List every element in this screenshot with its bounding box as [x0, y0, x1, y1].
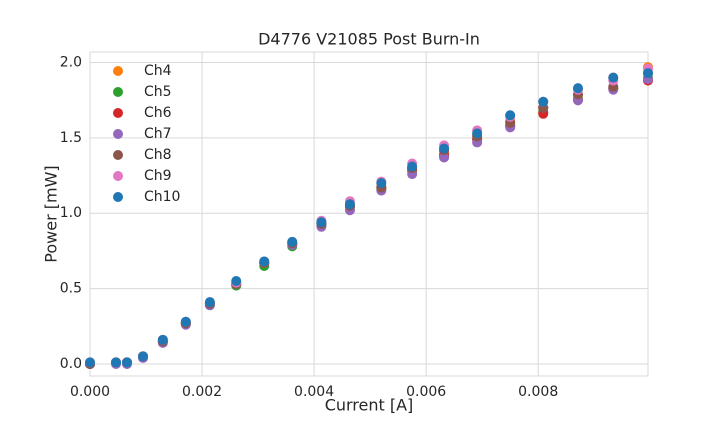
legend-marker [113, 171, 123, 181]
point [231, 276, 242, 287]
y-tick-label: 2.0 [60, 55, 82, 71]
legend-label: Ch10 [144, 189, 180, 205]
y-tick-label: 1.5 [60, 130, 82, 146]
point [110, 357, 121, 368]
y-tick-label: 0.5 [60, 281, 82, 297]
legend-marker [113, 129, 123, 139]
x-tick-label: 0.000 [70, 384, 110, 400]
point [407, 161, 418, 172]
plot-frame [89, 51, 649, 377]
legend-marker [113, 108, 123, 118]
point [608, 72, 619, 83]
x-tick-label: 0.002 [182, 384, 222, 400]
legend-marker [113, 87, 123, 97]
legend-label: Ch8 [144, 147, 172, 163]
point [137, 351, 148, 362]
legend-marker [113, 150, 123, 160]
point [439, 152, 450, 163]
x-axis-label: Current [A] [325, 396, 414, 415]
legend-label: Ch7 [144, 126, 172, 142]
point [259, 256, 270, 267]
y-axis-label: Power [mW] [42, 165, 61, 262]
y-tick-label: 1.0 [60, 205, 82, 221]
point [472, 128, 483, 139]
point [572, 83, 583, 94]
point [121, 357, 132, 368]
point [344, 199, 355, 210]
point [157, 334, 168, 345]
x-tick-label: 0.008 [518, 384, 558, 400]
x-tick-label: 0.004 [294, 384, 334, 400]
point [316, 217, 327, 228]
legend-marker [113, 66, 123, 76]
legend-label: Ch5 [144, 84, 172, 100]
point [85, 357, 95, 368]
legend-marker [113, 192, 123, 202]
point [643, 68, 653, 79]
point [204, 297, 215, 308]
point [180, 316, 191, 327]
point [376, 178, 387, 189]
point [439, 143, 450, 154]
chart-title: D4776 V21085 Post Burn-In [258, 30, 480, 49]
legend-label: Ch6 [144, 105, 172, 121]
point [505, 110, 516, 121]
x-tick-label: 0.006 [406, 384, 446, 400]
legend-label: Ch4 [144, 63, 172, 79]
legend-label: Ch9 [144, 168, 172, 184]
point [287, 236, 298, 247]
point [538, 96, 549, 107]
y-tick-label: 0.0 [60, 356, 82, 372]
